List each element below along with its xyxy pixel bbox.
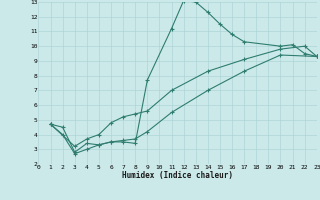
X-axis label: Humidex (Indice chaleur): Humidex (Indice chaleur) — [122, 171, 233, 180]
